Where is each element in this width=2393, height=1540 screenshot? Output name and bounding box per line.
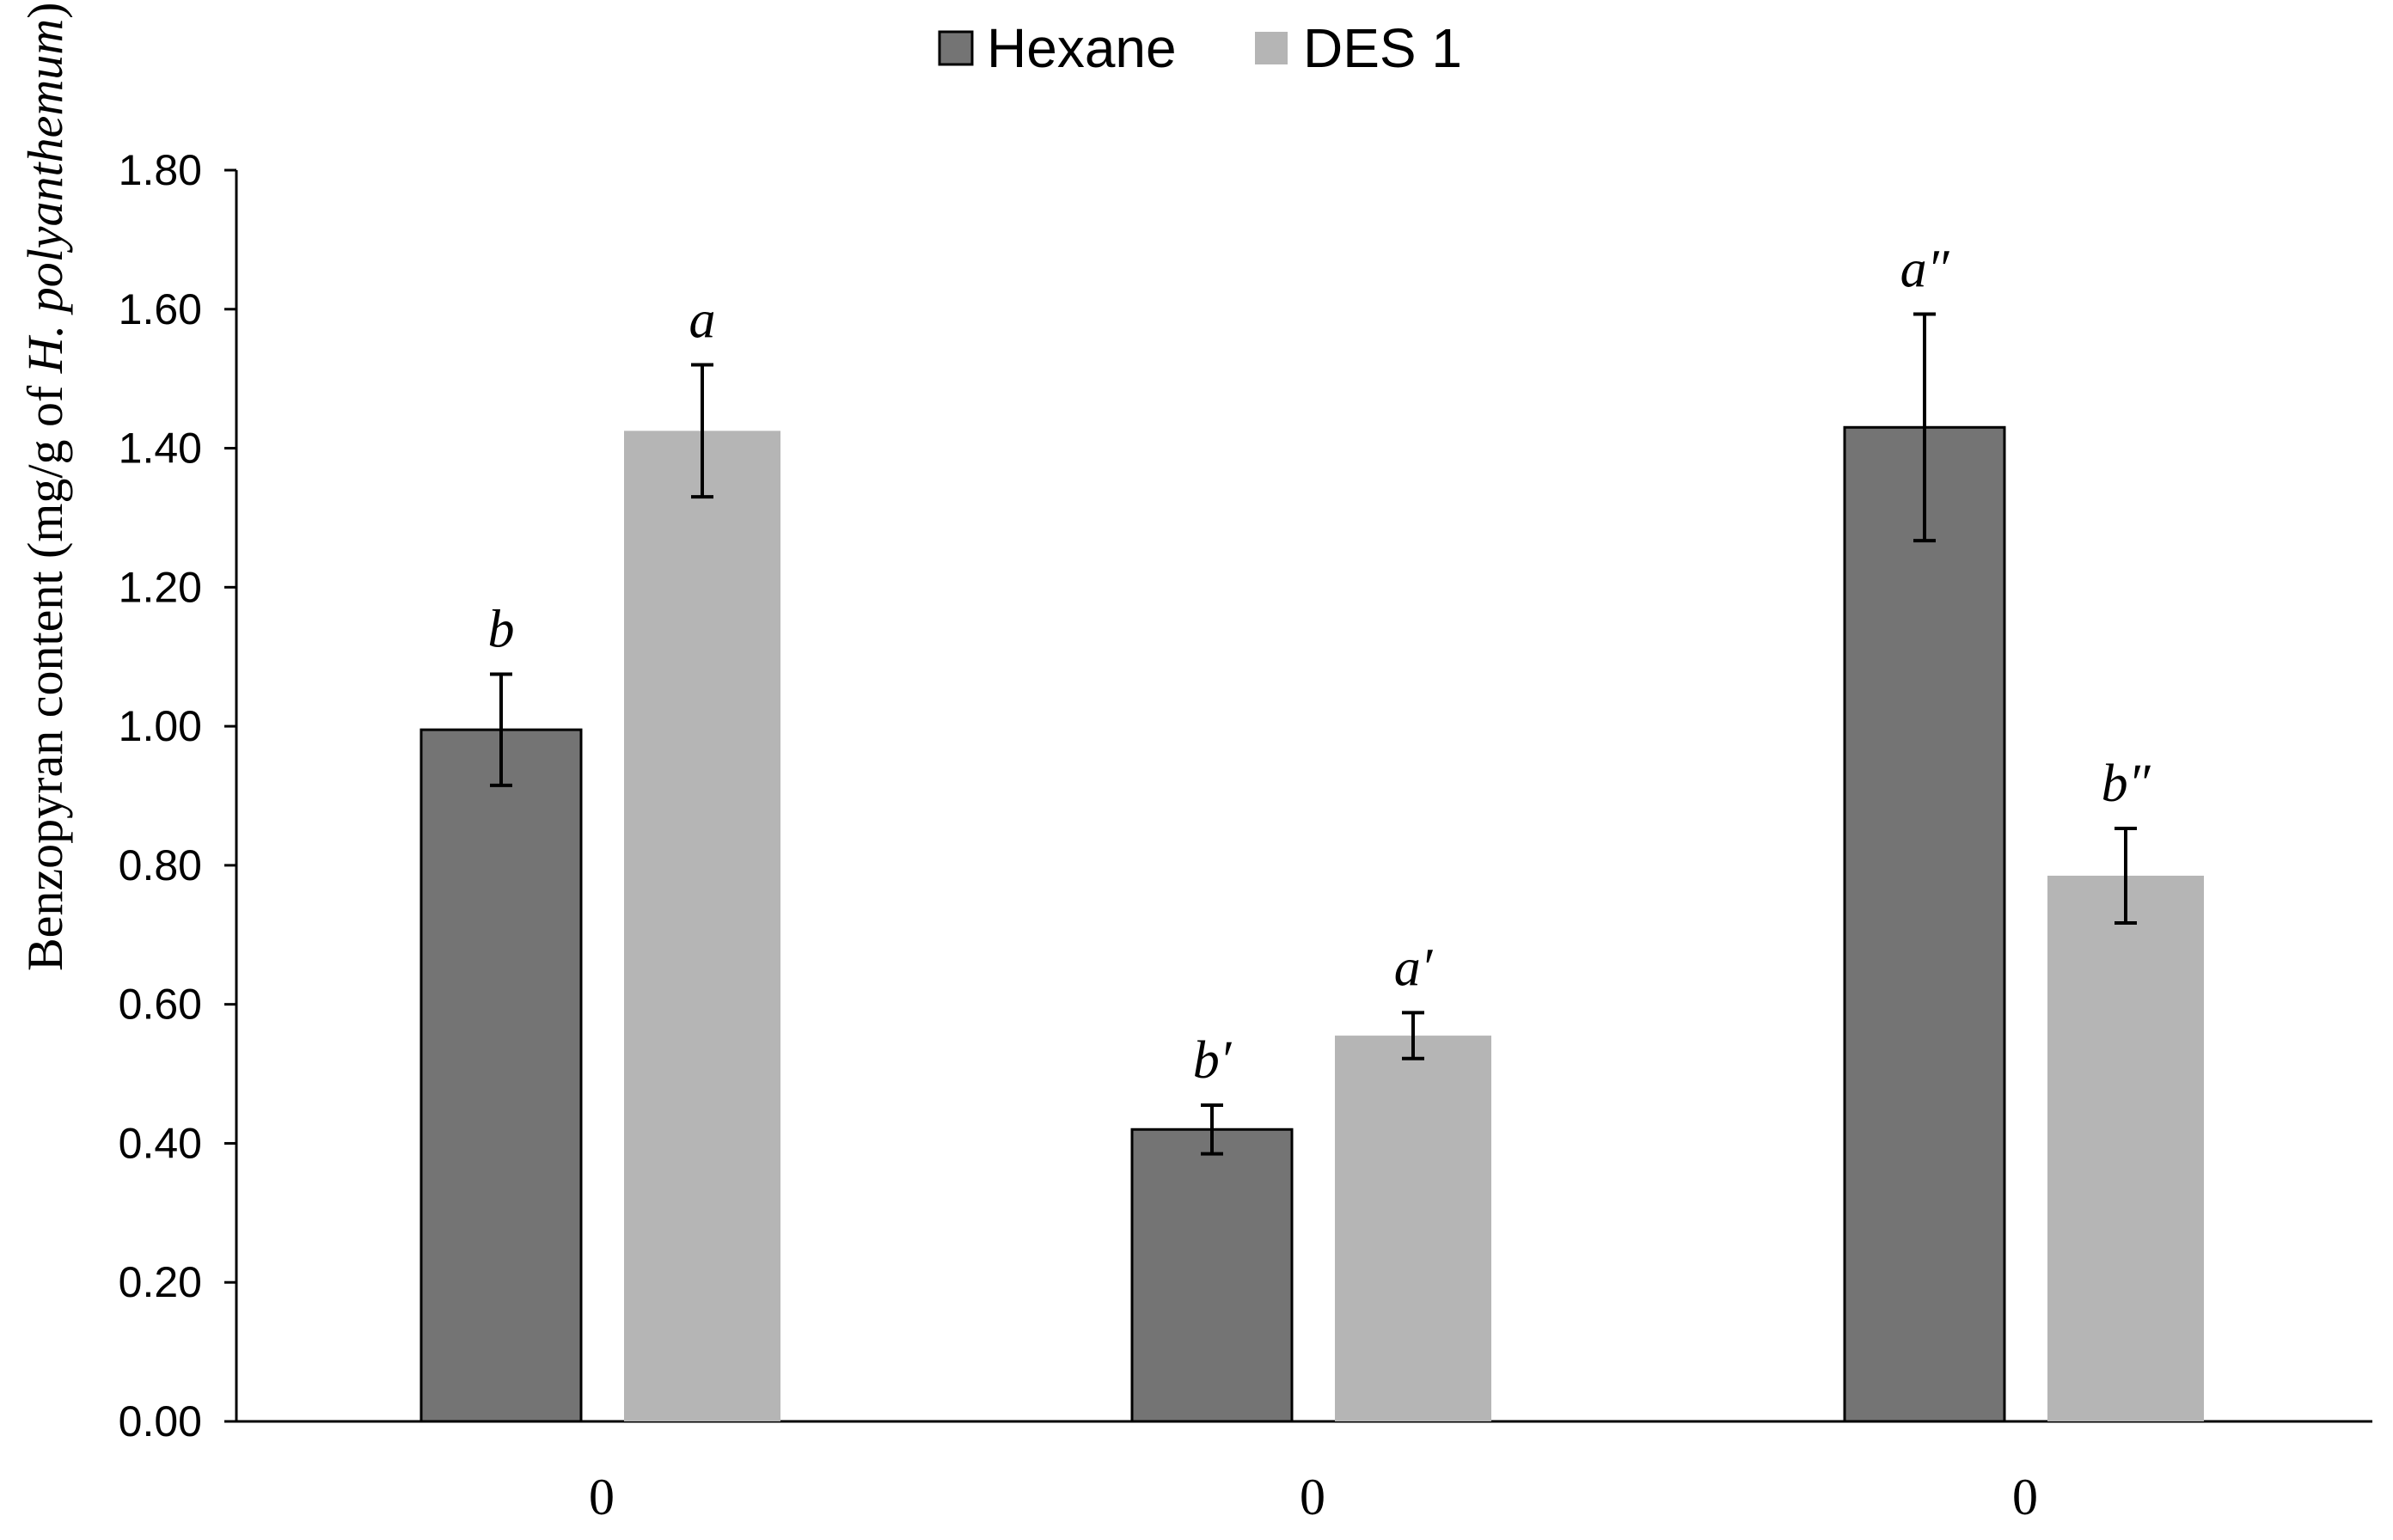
x-category-label: 0 [589, 1469, 615, 1525]
legend-swatch-des1 [1255, 32, 1288, 64]
y-tick-label: 0.40 [119, 1119, 202, 1167]
y-axis-title-italic: H. polyanthemum [17, 19, 73, 374]
bar-hexane-1 [1130, 1128, 1294, 1423]
y-tick-label: 1.80 [119, 146, 202, 194]
x-axis-categories: 0 0 0 [589, 1469, 2038, 1525]
significance-label: b″ [2102, 755, 2151, 813]
y-tick-label: 1.60 [119, 285, 202, 333]
y-tick-label: 0.00 [119, 1397, 202, 1445]
y-axis-title-suffix: ) [17, 2, 73, 18]
y-tick-label: 0.60 [119, 981, 202, 1029]
significance-label: a′ [1394, 938, 1434, 997]
x-category-label: 0 [1300, 1469, 1325, 1525]
legend: Hexane DES 1 [938, 17, 1462, 79]
bar-des1-2 [2047, 876, 2204, 1421]
bars: b a b′ a′ a″ b″ [419, 240, 2204, 1423]
y-axis-ticks: 0.00 0.20 0.40 0.60 0.80 1.00 1.20 1.40 1.60 1.80 [119, 146, 236, 1445]
bar-des1-1 [1335, 1036, 1491, 1421]
y-tick-label: 1.40 [119, 425, 202, 473]
significance-label: a [689, 290, 716, 349]
legend-label-des1: DES 1 [1303, 17, 1462, 79]
bar-hexane-2 [1843, 425, 2006, 1423]
legend-label-hexane: Hexane [987, 17, 1177, 79]
significance-label: b′ [1193, 1031, 1233, 1090]
y-tick-label: 1.00 [119, 702, 202, 750]
y-axis-title: Benzopyran content (mg/g of H. polyanthe… [17, 2, 73, 971]
significance-label: b [488, 600, 515, 658]
bar-hexane-0 [419, 728, 583, 1423]
y-tick-label: 1.20 [119, 563, 202, 611]
bar-des1-0 [624, 431, 780, 1421]
x-category-label: 0 [2012, 1469, 2038, 1525]
legend-swatch-hexane [938, 30, 974, 66]
y-tick-label: 0.20 [119, 1258, 202, 1306]
y-tick-label: 0.80 [119, 841, 202, 889]
y-axis-title-prefix: Benzopyran content (mg/g of [17, 373, 73, 971]
significance-label: a″ [1900, 240, 1950, 298]
